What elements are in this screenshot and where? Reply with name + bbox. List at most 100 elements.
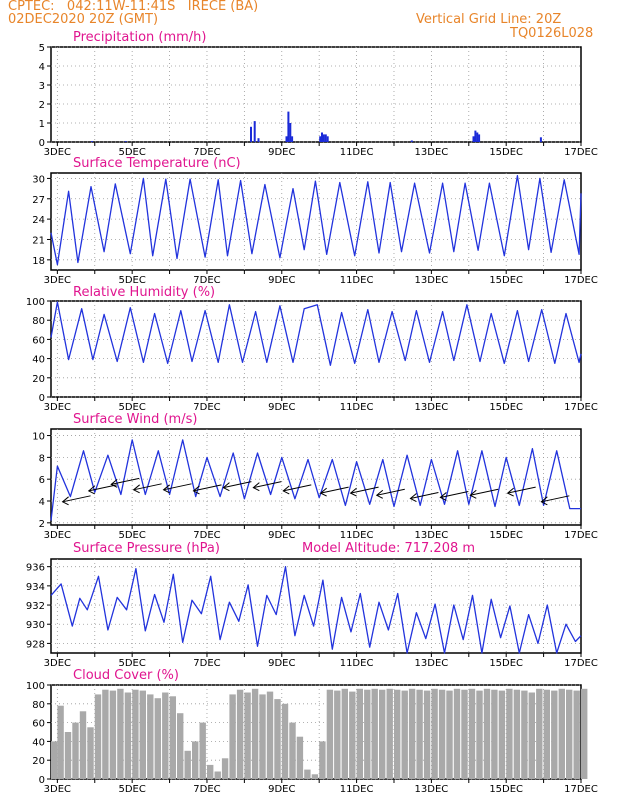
wind-arrow-shaft: [410, 492, 439, 500]
y-tick-label: 80: [32, 700, 45, 711]
wind-arrow: [132, 483, 162, 494]
x-tick-label: 15DEC: [489, 402, 523, 413]
bar: [446, 690, 453, 779]
wind-arrow-head: [540, 496, 548, 506]
bar: [573, 690, 580, 779]
bar: [326, 689, 334, 779]
bar: [472, 136, 475, 142]
x-tick-label: 5DEC: [118, 147, 145, 158]
x-tick-label: 3DEC: [44, 275, 71, 286]
x-tick-label: 7DEC: [193, 402, 220, 413]
wind-arrow-head: [162, 484, 170, 494]
bar: [289, 722, 296, 779]
wind-arrow-head: [506, 487, 514, 497]
bar: [536, 688, 543, 779]
wind-arrow-shaft: [541, 495, 570, 503]
bar: [349, 691, 356, 779]
bar: [394, 689, 401, 779]
bar: [274, 699, 281, 779]
bar: [379, 689, 386, 779]
bar: [491, 689, 498, 779]
x-tick-label: 15DEC: [489, 147, 523, 158]
bar: [132, 689, 139, 779]
x-tick-label: 11DEC: [340, 275, 374, 286]
x-tick-label: 5DEC: [118, 784, 145, 795]
bar: [221, 758, 229, 779]
y-tick-label: 60: [32, 335, 45, 346]
panel-title: Surface Wind (m/s): [73, 412, 197, 427]
y-tick-label: 934: [26, 582, 45, 593]
bar: [356, 688, 363, 779]
bar: [236, 689, 244, 779]
panel-6: 0 20 40 60 80 100 3DEC 5DEC 7DEC 9DEC 11DEC 13DEC 15…: [26, 668, 598, 795]
bar: [177, 713, 184, 779]
series-line: [50, 175, 582, 266]
bar: [250, 126, 252, 142]
bar: [64, 732, 72, 779]
header-location: CPTEC: 042:11W-11:41S IRECE (BA): [8, 0, 259, 14]
bar: [169, 696, 176, 779]
x-tick-label: 3DEC: [44, 402, 71, 413]
x-tick-label: 11DEC: [340, 530, 374, 541]
bar: [266, 691, 274, 779]
x-tick-label: 7DEC: [193, 530, 220, 541]
bar: [566, 689, 573, 779]
x-tick-label: 7DEC: [193, 275, 220, 286]
wind-arrow-shaft: [111, 477, 140, 485]
y-tick-label: 0: [39, 138, 45, 149]
bar: [285, 136, 288, 142]
y-tick-label: 928: [26, 639, 45, 650]
wind-arrow-head: [349, 487, 357, 497]
bar: [319, 741, 326, 779]
plot-frame: [50, 300, 582, 398]
bar: [162, 692, 169, 779]
wind-arrow-shaft: [223, 481, 252, 489]
bar: [257, 138, 260, 142]
x-tick-label: 17DEC: [564, 530, 598, 541]
wind-arrow: [252, 481, 282, 492]
panel-title: Cloud Cover (%): [73, 668, 179, 683]
wind-arrow: [439, 490, 469, 501]
bar: [498, 690, 506, 779]
x-tick-label: 7DEC: [193, 658, 220, 669]
x-tick-label: 13DEC: [415, 275, 449, 286]
y-tick-label: 930: [26, 620, 45, 631]
wind-arrow-shaft: [253, 481, 282, 489]
wind-arrow: [349, 486, 379, 497]
plot-frame: [50, 172, 582, 271]
wind-arrow-head: [439, 492, 447, 501]
panel-title: Precipitation (mm/h): [73, 30, 206, 45]
wind-arrow: [61, 495, 91, 506]
bar: [124, 141, 127, 142]
panel-title: Surface Pressure (hPa): [73, 541, 220, 556]
wind-arrow-head: [192, 485, 200, 495]
y-tick-label: 80: [32, 316, 45, 327]
bar: [322, 134, 325, 142]
plot-frame: [50, 46, 582, 143]
x-tick-label: 13DEC: [415, 530, 449, 541]
y-tick-label: 1: [39, 119, 45, 130]
bar: [558, 688, 565, 779]
panel-1: 0 1 2 3 4 5 3DEC 5DEC 7DEC 9DEC 11DEC 13DEC 15DEC 17D…: [39, 30, 598, 158]
bar: [476, 690, 483, 779]
y-tick-label: 8: [39, 453, 45, 464]
bar: [57, 705, 64, 779]
x-tick-label: 11DEC: [340, 402, 374, 413]
bar: [483, 688, 491, 779]
wind-arrow-shaft: [376, 488, 405, 496]
x-tick-label: 17DEC: [564, 784, 598, 795]
plot-frame: [50, 558, 582, 654]
y-tick-label: 20: [32, 374, 45, 385]
y-tick-label: 0: [39, 775, 45, 786]
panel-annotation: Model Altitude: 717.208 m: [302, 541, 475, 556]
bar: [281, 703, 289, 779]
wind-arrow: [319, 486, 349, 497]
x-tick-label: 9DEC: [268, 402, 295, 413]
wind-arrow-shaft: [350, 486, 379, 494]
y-tick-label: 100: [26, 297, 45, 308]
bar: [410, 140, 413, 142]
x-tick-label: 11DEC: [340, 147, 374, 158]
bar: [506, 688, 513, 779]
bar: [72, 722, 79, 779]
wind-arrow-shaft: [62, 495, 91, 503]
